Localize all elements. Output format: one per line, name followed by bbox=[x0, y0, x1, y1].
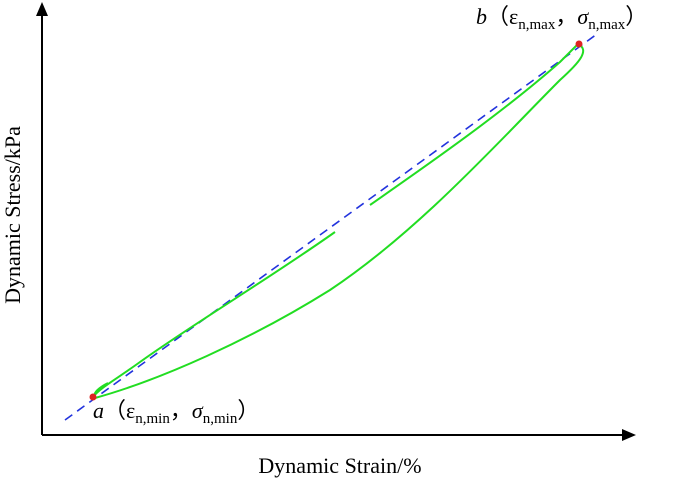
y-axis-label: Dynamic Stress/kPa bbox=[0, 126, 25, 304]
subscript: n,min bbox=[203, 411, 238, 427]
bracket: ） bbox=[237, 398, 259, 423]
subscript: n,max bbox=[518, 17, 556, 33]
point-name: a bbox=[93, 398, 104, 423]
subscript: n,min bbox=[135, 411, 170, 427]
bracket: ） bbox=[625, 4, 647, 29]
symbol: σ bbox=[192, 398, 204, 423]
point-b bbox=[575, 40, 583, 48]
x-axis-arrow bbox=[622, 429, 636, 441]
subscript: n,max bbox=[588, 17, 626, 33]
point-label: a（εn,min，σn,min） bbox=[93, 398, 259, 427]
bracket: （ bbox=[487, 4, 509, 29]
symbol: ε bbox=[126, 398, 135, 423]
separator: ， bbox=[170, 398, 192, 423]
secant-line bbox=[64, 33, 598, 421]
symbol: ε bbox=[509, 4, 518, 29]
loading-branch bbox=[92, 231, 336, 398]
point-label: b（εn,max，σn,max） bbox=[476, 4, 647, 33]
point-name: b bbox=[476, 4, 487, 29]
bracket: （ bbox=[104, 398, 126, 423]
y-axis-arrow bbox=[36, 2, 48, 16]
separator: ， bbox=[555, 4, 577, 29]
symbol: σ bbox=[577, 4, 589, 29]
loading-branch bbox=[369, 43, 579, 206]
point-a bbox=[89, 393, 97, 401]
x-axis-label: Dynamic Strain/% bbox=[258, 453, 421, 478]
